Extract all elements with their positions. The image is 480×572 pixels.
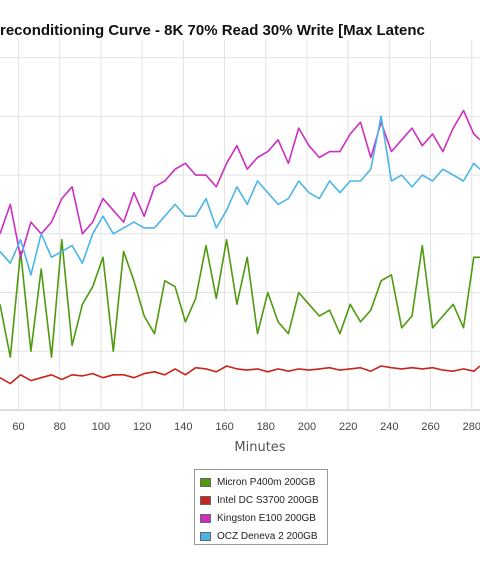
series-lines: [0, 109, 480, 385]
legend-swatch-kingston: [200, 513, 211, 523]
x-tick-labels: 60 80 100 120 140 160 180 200 220 240 260 280: [12, 421, 480, 433]
legend-swatch-intel: [200, 495, 211, 505]
legend-item-micron: Micron P400m 200GB: [200, 473, 327, 491]
legend-item-kingston: Kingston E100 200GB: [200, 509, 327, 527]
legend: Micron P400m 200GB Intel DC S3700 200GB …: [194, 469, 328, 545]
x-tick-label: 120: [133, 421, 151, 433]
x-tick-label: 200: [298, 421, 316, 433]
series-line-2: [0, 109, 480, 259]
legend-swatch-micron: [200, 477, 211, 487]
series-line-3: [0, 115, 480, 276]
legend-swatch-ocz: [200, 531, 211, 541]
x-tick-label: 140: [174, 421, 192, 433]
x-tick-label: 160: [215, 421, 233, 433]
legend-label-kingston: Kingston E100 200GB: [217, 512, 316, 524]
legend-item-ocz: OCZ Deneva 2 200GB: [200, 527, 327, 545]
chart-title: Preconditioning Curve - 8K 70% Read 30% …: [0, 22, 425, 39]
x-tick-label: 260: [421, 421, 439, 433]
x-tick-label: 180: [257, 421, 275, 433]
series-line-0: [0, 238, 480, 358]
x-tick-label: 80: [54, 421, 66, 433]
x-tick-label: 280: [463, 421, 480, 433]
legend-label-ocz: OCZ Deneva 2 200GB: [217, 530, 318, 542]
x-axis-label: Minutes: [234, 440, 286, 455]
series-line-1: [0, 365, 480, 385]
legend-label-micron: Micron P400m 200GB: [217, 476, 316, 488]
x-tick-label: 100: [92, 421, 110, 433]
legend-item-intel: Intel DC S3700 200GB: [200, 491, 327, 509]
x-tick-label: 220: [339, 421, 357, 433]
grid: [0, 40, 480, 411]
legend-label-intel: Intel DC S3700 200GB: [217, 494, 319, 506]
x-tick-label: 60: [12, 421, 24, 433]
x-tick-label: 240: [380, 421, 398, 433]
